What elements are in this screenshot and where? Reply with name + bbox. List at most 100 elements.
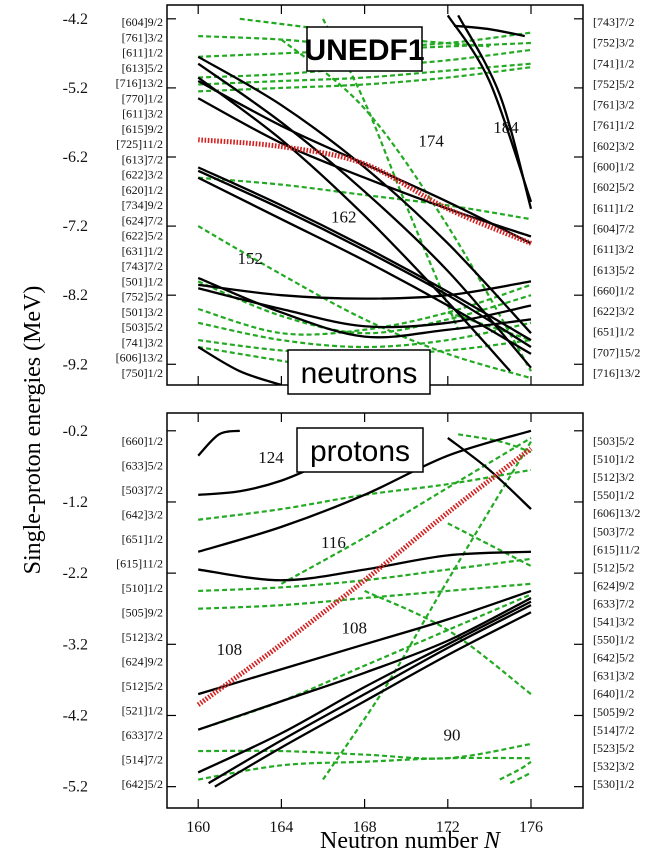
right-orbital-label: [602]3/2 (593, 139, 634, 153)
right-orbital-label: [640]1/2 (593, 687, 634, 701)
left-orbital-label: [512]3/2 (122, 630, 163, 644)
y-axis-title: Single-proton energies (MeV) (20, 286, 46, 575)
dashed-level-line (510, 772, 531, 783)
dashed-level-line (198, 744, 531, 759)
shell-gap-label: 108 (217, 640, 243, 659)
right-orbital-label: [707]15/2 (593, 345, 640, 359)
shell-gap-label: 152 (237, 249, 263, 268)
shell-gap-label: 90 (443, 725, 460, 744)
right-orbital-label: [642]5/2 (593, 651, 634, 665)
left-orbital-label: [752]5/2 (122, 290, 163, 304)
right-orbital-label: [512]5/2 (593, 560, 634, 574)
right-orbital-label: [741]1/2 (593, 56, 634, 70)
right-orbital-label: [651]1/2 (593, 325, 634, 339)
right-orbital-label: [503]5/2 (593, 434, 634, 448)
left-orbital-label: [651]1/2 (122, 532, 163, 546)
neutron-panel: -4.2-5.2-6.2-7.2-8.2-9.2 [604]9/2[761]3/… (63, 5, 641, 394)
left-orbital-label: [642]5/2 (122, 777, 163, 791)
dashed-level-line (198, 594, 531, 729)
y-tick-label: -9.2 (63, 356, 88, 373)
x-tick-label: 172 (436, 819, 460, 836)
proton-panel: -0.2-1.2-2.2-3.2-4.2-5.2160 164 168 172 176 … (63, 413, 641, 836)
y-tick-label: -1.2 (63, 494, 88, 511)
left-orbital-label: [624]7/2 (122, 213, 163, 227)
left-orbital-label: [615]11/2 (116, 557, 163, 571)
dashed-level-line (198, 584, 531, 609)
x-tick-label: 176 (519, 819, 543, 836)
left-orbital-label: [501]1/2 (122, 274, 163, 288)
y-tick-label: -8.2 (63, 287, 88, 304)
y-tick-label: -5.2 (63, 779, 88, 796)
right-orbital-label: [752]3/2 (593, 36, 634, 50)
left-orbital-label: [633]7/2 (122, 728, 163, 742)
right-orbital-label: [752]5/2 (593, 77, 634, 91)
left-orbital-label: [622]5/2 (122, 229, 163, 243)
left-orbital-label: [734]9/2 (122, 198, 163, 212)
left-orbital-label: [611]3/2 (122, 107, 163, 121)
left-orbital-label: [615]9/2 (122, 122, 163, 136)
neutrons-label-box: neutrons (288, 350, 430, 394)
left-orbital-label: [642]3/2 (122, 508, 163, 522)
left-orbital-label: [521]1/2 (122, 704, 163, 718)
left-orbital-label: [501]3/2 (122, 305, 163, 319)
right-orbital-label: [550]1/2 (593, 488, 634, 502)
y-tick-label: -5.2 (63, 80, 88, 97)
shell-gap-label: 174 (418, 132, 444, 151)
right-orbital-label: [613]5/2 (593, 263, 634, 277)
left-orbital-label: [631]1/2 (122, 244, 163, 258)
dashed-level-line (323, 441, 531, 779)
left-orbital-label: [505]9/2 (122, 606, 163, 620)
dashed-level-line (198, 178, 531, 219)
y-tick-label: -3.2 (63, 636, 88, 653)
left-orbital-label: [510]1/2 (122, 581, 163, 595)
left-orbital-label: [761]3/2 (122, 30, 163, 44)
left-orbital-label: [741]3/2 (122, 335, 163, 349)
left-orbital-label: [613]7/2 (122, 152, 163, 166)
left-orbital-label: [622]3/2 (122, 168, 163, 182)
left-orbital-label: [633]5/2 (122, 459, 163, 473)
dashed-level-line (198, 758, 531, 780)
shell-gap-label: 108 (341, 619, 367, 638)
neutron-shell-gaps: 184 174 162 152 (237, 118, 519, 268)
left-orbital-label: [716]13/2 (116, 76, 163, 90)
shell-gap-label: 124 (258, 448, 284, 467)
left-orbital-label: [613]5/2 (122, 61, 163, 75)
right-orbital-label: [611]1/2 (593, 201, 634, 215)
right-orbital-label: [541]3/2 (593, 615, 634, 629)
right-orbital-label: [550]1/2 (593, 633, 634, 647)
left-orbital-label: [660]1/2 (122, 434, 163, 448)
title-box: UNEDF1 (304, 27, 424, 71)
neutrons-label: neutrons (301, 357, 418, 390)
x-tick-label: 168 (353, 819, 377, 836)
y-tick-label: -2.2 (63, 565, 88, 582)
x-tick-label: 164 (269, 819, 293, 836)
left-orbital-label: [512]5/2 (122, 679, 163, 693)
solid-level-line (198, 347, 281, 385)
left-orbital-label: [604]9/2 (122, 15, 163, 29)
right-orbital-label: [604]7/2 (593, 221, 634, 235)
right-orbital-label: [606]13/2 (593, 506, 640, 520)
protons-label-box: protons (297, 428, 423, 472)
right-orbital-label: [631]3/2 (593, 669, 634, 683)
left-orbital-label: [750]1/2 (122, 366, 163, 380)
right-orbital-label: [530]1/2 (593, 777, 634, 791)
right-orbital-label: [600]1/2 (593, 160, 634, 174)
right-orbital-label: [505]9/2 (593, 705, 634, 719)
left-orbital-label: [503]7/2 (122, 483, 163, 497)
left-orbital-label: [606]13/2 (116, 351, 163, 365)
right-orbital-label: [743]7/2 (593, 15, 634, 29)
left-orbital-label: [620]1/2 (122, 183, 163, 197)
y-tick-label: -6.2 (63, 149, 88, 166)
right-orbital-label: [761]1/2 (593, 118, 634, 132)
y-tick-label: -4.2 (63, 11, 88, 28)
right-orbital-label: [761]3/2 (593, 98, 634, 112)
right-orbital-label: [622]3/2 (593, 304, 634, 318)
left-orbital-label: [770]1/2 (122, 91, 163, 105)
x-axis-title: Neutron number N (320, 828, 502, 854)
right-orbital-label: [514]7/2 (593, 723, 634, 737)
right-orbital-label: [602]5/2 (593, 180, 634, 194)
dashed-level-line (198, 559, 531, 591)
right-orbital-label: [512]3/2 (593, 470, 634, 484)
solid-level-line (448, 438, 531, 509)
